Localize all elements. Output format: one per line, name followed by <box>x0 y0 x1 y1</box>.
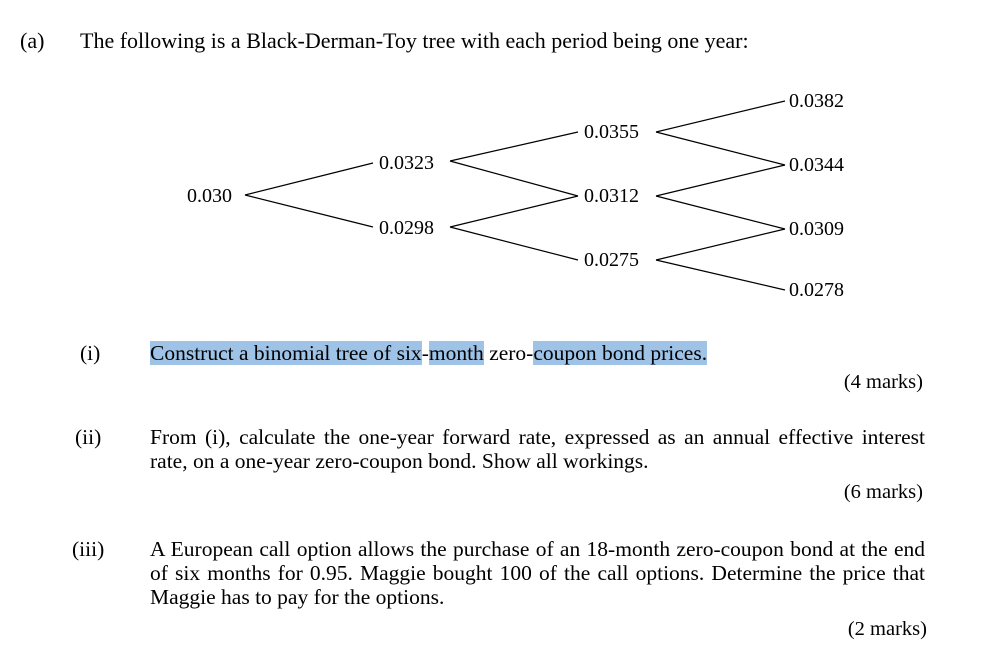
marks-label: (4 marks) <box>843 371 923 393</box>
question-text: From (i), calculate the one-year forward… <box>150 425 925 473</box>
branch-line <box>449 131 579 162</box>
tree-node-3-1: 0.0344 <box>789 154 844 176</box>
tree-node-3-3: 0.0278 <box>789 279 844 301</box>
tree-node-1-0: 0.0323 <box>379 152 434 174</box>
question-number: (i) <box>80 341 101 365</box>
branch-line <box>449 195 579 228</box>
question-number: (iii) <box>72 537 105 561</box>
tree-node-2-0: 0.0355 <box>584 121 639 143</box>
branch-line <box>655 259 786 291</box>
question-text: Construct a binomial tree of six-month z… <box>150 341 708 365</box>
tree-node-2-1: 0.0312 <box>584 185 639 207</box>
branch-line <box>655 195 786 230</box>
question-text-fragment: zero- <box>483 341 534 365</box>
branch-line <box>244 162 374 196</box>
tree-node-2-2: 0.0275 <box>584 249 639 271</box>
highlighted-text: month <box>428 341 484 365</box>
tree-node-1-1: 0.0298 <box>379 217 434 239</box>
intro-text: The following is a Black-Derman-Toy tree… <box>80 28 749 53</box>
marks-label: (6 marks) <box>843 481 923 503</box>
tree-node-0-0: 0.030 <box>187 185 232 207</box>
tree-node-3-0: 0.0382 <box>789 90 844 112</box>
marks-label: (2 marks) <box>847 618 927 640</box>
branch-line <box>655 100 786 133</box>
branch-line <box>449 226 579 261</box>
branch-line <box>655 164 786 197</box>
question-text: A European call option allows the purcha… <box>150 537 925 609</box>
branch-line <box>655 228 786 261</box>
part-label: (a) <box>20 28 45 53</box>
branch-line <box>244 194 374 228</box>
tree-node-3-2: 0.0309 <box>789 218 844 240</box>
branch-line <box>655 131 786 166</box>
question-number: (ii) <box>75 425 102 449</box>
highlighted-text: coupon bond prices. <box>533 341 708 365</box>
question-text-fragment: - <box>421 341 429 365</box>
branch-line <box>449 160 579 197</box>
highlighted-text: Construct a binomial tree of six <box>150 341 422 365</box>
